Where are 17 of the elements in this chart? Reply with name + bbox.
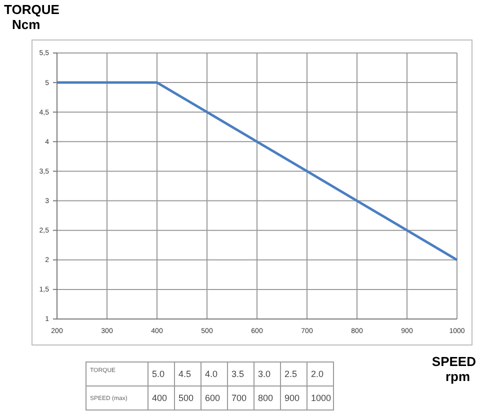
text: 700 [232, 392, 247, 403]
text: 400 [152, 392, 168, 403]
text: 1000 [311, 392, 332, 403]
line-series [56, 81, 458, 262]
text: 3.0 [258, 368, 271, 379]
text: 800 [258, 392, 274, 403]
x-axis-title: SPEED rpm [432, 354, 476, 384]
text: 3.5 [232, 368, 244, 379]
text: 600 [205, 392, 220, 403]
text: 4.5 [178, 368, 192, 379]
text: 2.5 [284, 368, 298, 379]
text: 4.0 [205, 368, 218, 379]
y-axis-title: TORQUE Ncm [4, 2, 60, 32]
text: 5.0 [152, 368, 165, 379]
text: 2.0 [311, 368, 324, 379]
text: 900 [284, 392, 300, 403]
text: 500 [178, 392, 194, 403]
